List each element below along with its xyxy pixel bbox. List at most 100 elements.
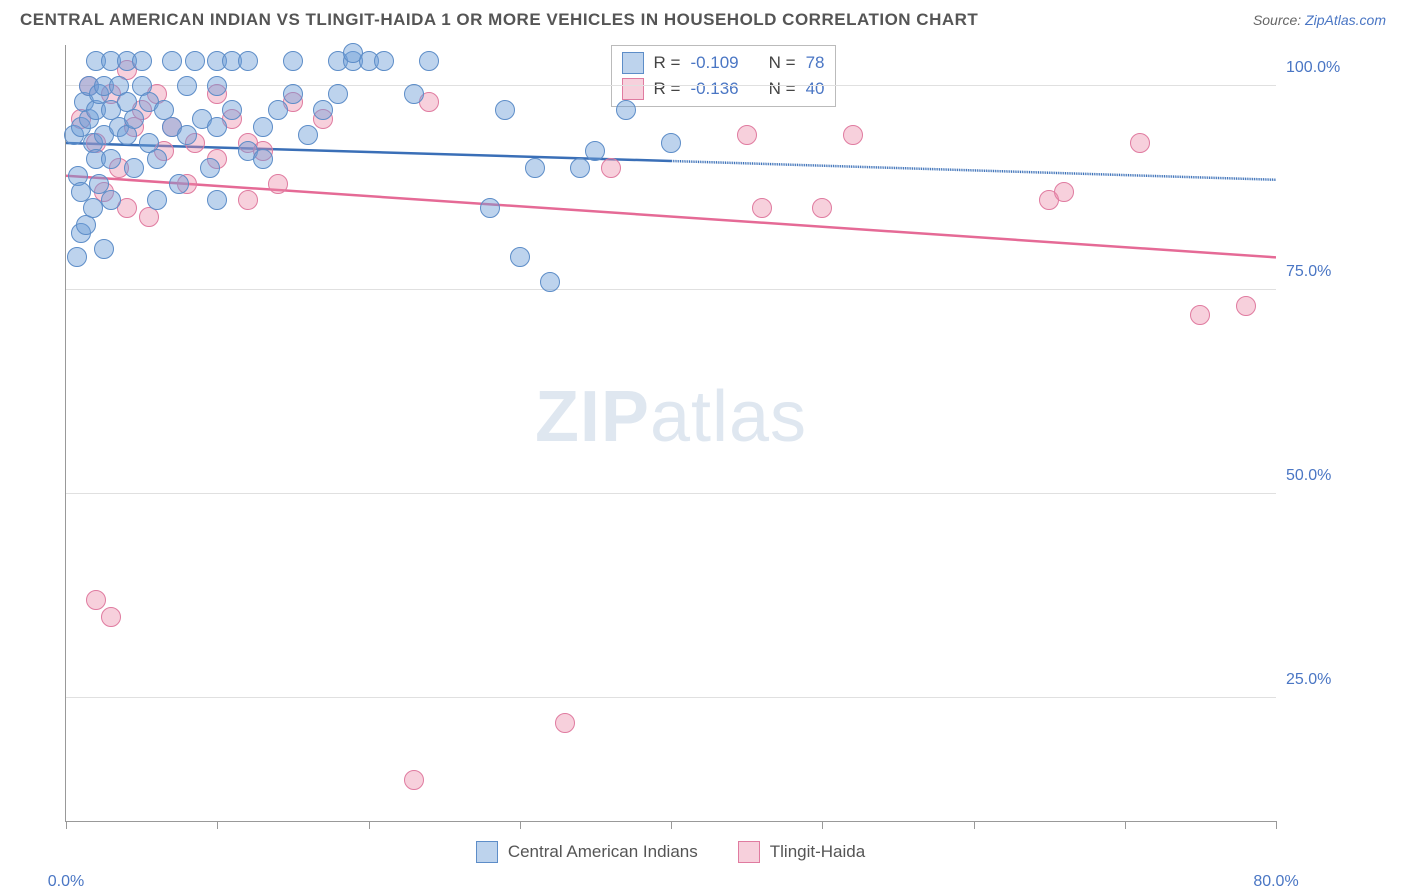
trend-line (66, 176, 1276, 258)
chart-title: CENTRAL AMERICAN INDIAN VS TLINGIT-HAIDA… (20, 10, 978, 30)
data-point (207, 76, 227, 96)
r-label: R = (654, 53, 681, 73)
n-value-blue: 78 (806, 53, 825, 73)
data-point (124, 109, 144, 129)
data-point (570, 158, 590, 178)
data-point (1054, 182, 1074, 202)
data-point (374, 51, 394, 71)
data-point (67, 247, 87, 267)
data-point (147, 190, 167, 210)
gridline (66, 289, 1276, 290)
data-point (253, 149, 273, 169)
x-tick (520, 821, 521, 829)
swatch-blue (476, 841, 498, 863)
swatch-pink (738, 841, 760, 863)
data-point (101, 149, 121, 169)
data-point (585, 141, 605, 161)
data-point (298, 125, 318, 145)
data-point (616, 100, 636, 120)
r-value-blue: -0.109 (690, 53, 738, 73)
n-label: N = (769, 53, 796, 73)
legend-label-pink: Tlingit-Haida (770, 842, 865, 862)
data-point (495, 100, 515, 120)
source-link[interactable]: ZipAtlas.com (1305, 12, 1386, 28)
data-point (404, 770, 424, 790)
y-tick-label: 50.0% (1286, 467, 1366, 485)
data-point (313, 100, 333, 120)
data-point (555, 713, 575, 733)
plot-area: ZIPatlas R = -0.109 N = 78 R = -0.136 N … (65, 45, 1276, 822)
data-point (283, 84, 303, 104)
x-tick (1125, 821, 1126, 829)
source-prefix: Source: (1253, 12, 1305, 28)
data-point (404, 84, 424, 104)
data-point (419, 51, 439, 71)
gridline (66, 697, 1276, 698)
data-point (222, 100, 242, 120)
watermark: ZIPatlas (535, 376, 807, 458)
r-label: R = (654, 79, 681, 99)
data-point (540, 272, 560, 292)
legend-item-blue: Central American Indians (476, 841, 698, 863)
trend-line (671, 161, 1276, 180)
y-tick-label: 75.0% (1286, 263, 1366, 281)
x-tick-label: 80.0% (1253, 873, 1298, 891)
x-tick (974, 821, 975, 829)
legend-label-blue: Central American Indians (508, 842, 698, 862)
data-point (101, 190, 121, 210)
x-tick (822, 821, 823, 829)
data-point (328, 84, 348, 104)
data-point (132, 51, 152, 71)
data-point (268, 174, 288, 194)
data-point (124, 158, 144, 178)
x-tick-label: 0.0% (48, 873, 84, 891)
stats-row-pink: R = -0.136 N = 40 (622, 76, 825, 102)
data-point (238, 190, 258, 210)
swatch-blue (622, 52, 644, 74)
stats-legend-box: R = -0.109 N = 78 R = -0.136 N = 40 (611, 45, 836, 107)
data-point (207, 190, 227, 210)
data-point (162, 51, 182, 71)
y-tick-label: 100.0% (1286, 59, 1366, 77)
chart-container: 1 or more Vehicles in Household ZIPatlas… (30, 45, 1376, 872)
r-value-pink: -0.136 (690, 79, 738, 99)
source-credit: Source: ZipAtlas.com (1253, 12, 1386, 28)
data-point (177, 125, 197, 145)
swatch-pink (622, 78, 644, 100)
data-point (661, 133, 681, 153)
n-value-pink: 40 (806, 79, 825, 99)
data-point (94, 239, 114, 259)
data-point (752, 198, 772, 218)
x-tick (217, 821, 218, 829)
stats-row-blue: R = -0.109 N = 78 (622, 50, 825, 76)
x-tick (1276, 821, 1277, 829)
data-point (737, 125, 757, 145)
data-point (253, 117, 273, 137)
x-tick (671, 821, 672, 829)
trendline-overlay (66, 45, 1276, 821)
data-point (283, 51, 303, 71)
data-point (101, 607, 121, 627)
data-point (510, 247, 530, 267)
data-point (812, 198, 832, 218)
watermark-bold: ZIP (535, 377, 650, 457)
data-point (207, 117, 227, 137)
data-point (480, 198, 500, 218)
data-point (200, 158, 220, 178)
x-tick (66, 821, 67, 829)
data-point (601, 158, 621, 178)
data-point (268, 100, 288, 120)
data-point (185, 51, 205, 71)
legend-item-pink: Tlingit-Haida (738, 841, 865, 863)
bottom-legend: Central American Indians Tlingit-Haida (65, 832, 1276, 872)
data-point (238, 51, 258, 71)
gridline (66, 85, 1276, 86)
gridline (66, 493, 1276, 494)
data-point (843, 125, 863, 145)
data-point (1130, 133, 1150, 153)
watermark-rest: atlas (650, 377, 807, 457)
data-point (169, 174, 189, 194)
data-point (1190, 305, 1210, 325)
y-tick-label: 25.0% (1286, 671, 1366, 689)
n-label: N = (769, 79, 796, 99)
